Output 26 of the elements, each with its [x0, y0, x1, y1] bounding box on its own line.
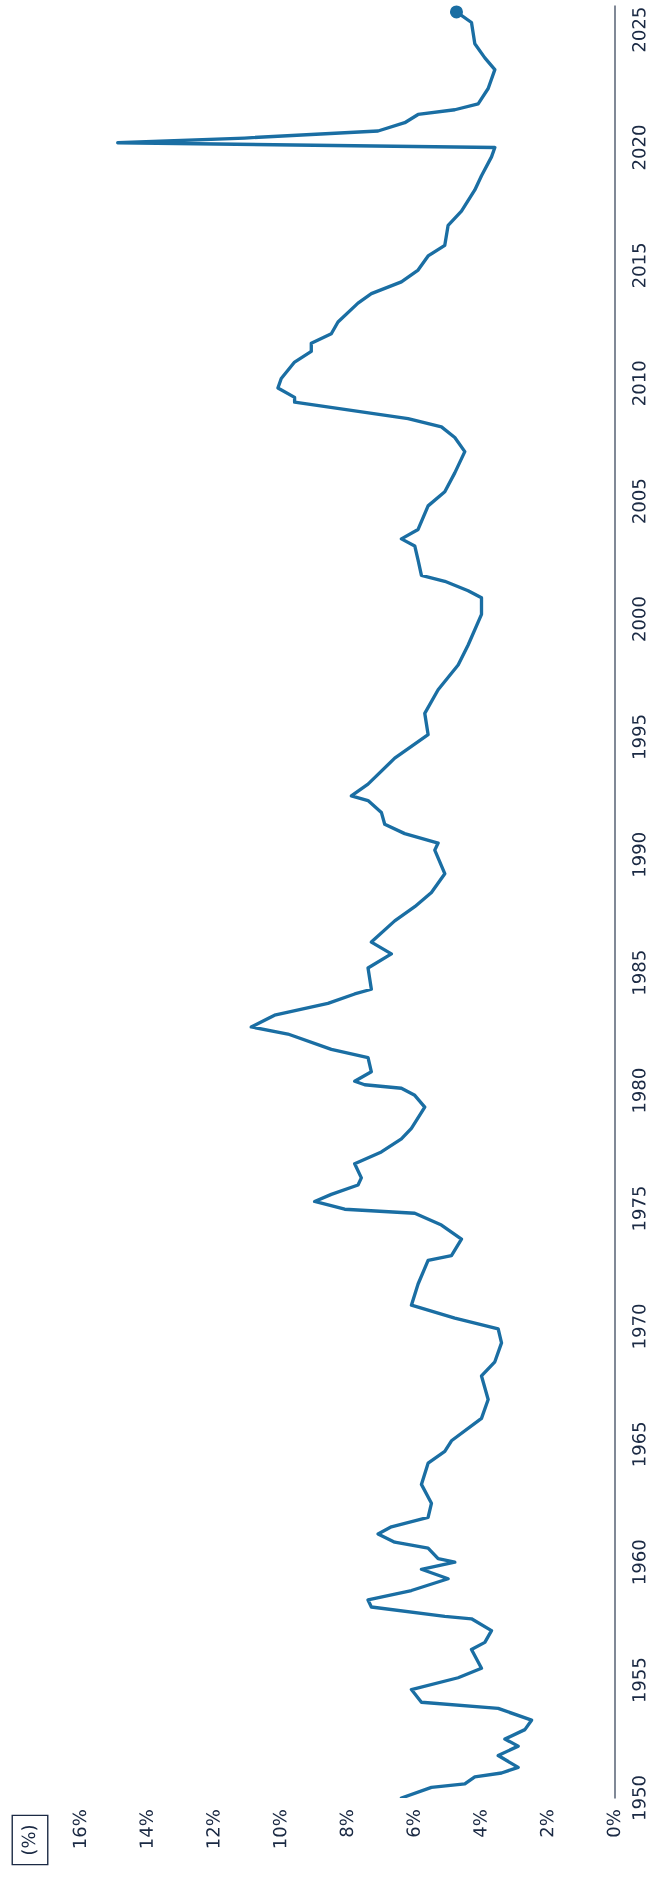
y-tick-label: 2010: [631, 361, 646, 405]
x-tick-label: 14%: [139, 1810, 153, 1848]
y-tick-label: 1985: [631, 951, 646, 994]
x-tick-label: 12%: [206, 1810, 220, 1848]
y-tick-label: 2025: [631, 8, 646, 52]
y-tick-label: 2005: [631, 479, 646, 523]
y-tick-label: 2000: [631, 597, 646, 641]
y-tick-label: 1955: [631, 1658, 646, 1702]
x-tick-label: 0%: [606, 1810, 621, 1837]
text: (%): [21, 1825, 38, 1855]
y-tick-label: 1990: [631, 833, 646, 876]
y-tick-label: 1980: [631, 1068, 646, 1112]
y-tick-label: 2015: [631, 243, 646, 288]
x-tick-label: 2%: [539, 1810, 554, 1837]
y-tick-label: 1950: [631, 1776, 646, 1819]
y-tick-label: 1995: [631, 715, 646, 758]
x-tick-label: 10%: [272, 1810, 287, 1848]
x-tick-label: 4%: [473, 1810, 487, 1837]
y-tick-label: 1960: [631, 1540, 646, 1584]
y-tick-label: 2020: [631, 125, 646, 170]
x-tick-label: 6%: [406, 1810, 420, 1837]
y-tick-label: 1970: [631, 1304, 646, 1348]
y-tick-label: 1965: [631, 1422, 646, 1466]
x-tick-label: 16%: [72, 1810, 87, 1848]
x-tick-label: 8%: [339, 1810, 354, 1837]
y-tick-label: 1975: [631, 1187, 646, 1230]
